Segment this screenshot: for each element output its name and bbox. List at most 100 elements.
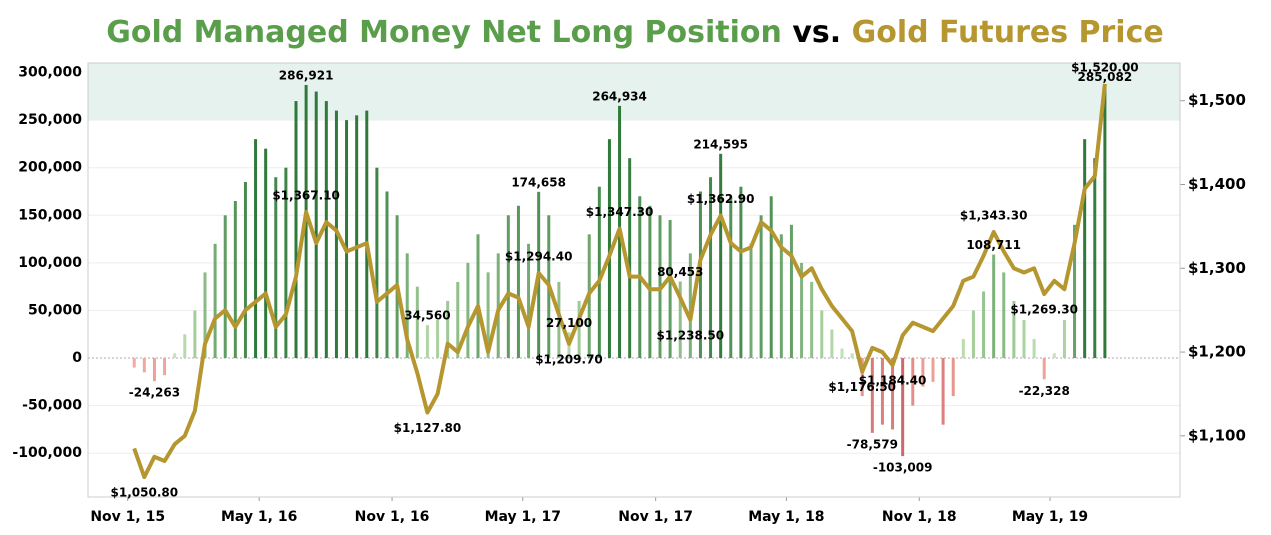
bar: [1103, 86, 1107, 359]
bar-value-label: 34,560: [404, 309, 450, 323]
bar: [456, 281, 460, 359]
bar: [355, 115, 359, 359]
y-tick-label: 0: [72, 350, 82, 366]
price-value-label: $1,184.40: [859, 374, 927, 388]
bar: [152, 358, 156, 382]
bar: [173, 353, 177, 359]
bar: [274, 177, 278, 359]
title-part: Gold Futures Price: [852, 15, 1164, 50]
bar: [891, 358, 895, 430]
bar-value-label: 108,711: [966, 238, 1021, 252]
bar: [719, 153, 723, 359]
bar: [921, 358, 925, 387]
bar: [284, 167, 288, 359]
bar: [243, 181, 247, 359]
bar: [1062, 319, 1066, 359]
bar-value-label: 27,100: [546, 316, 592, 330]
x-tick-label: May 1, 19: [1012, 509, 1088, 525]
bar: [1073, 224, 1077, 359]
bar-value-label: 286,921: [279, 68, 334, 82]
bar: [1032, 339, 1036, 359]
y-tick-label: 300,000: [18, 65, 82, 81]
bar: [789, 224, 793, 359]
price-value-label: $1,050.80: [111, 486, 179, 500]
price-line: [132, 83, 1107, 480]
bar: [597, 186, 601, 359]
x-tick-label: Nov 1, 18: [882, 509, 957, 525]
bar: [870, 358, 874, 433]
bar-value-label: -22,328: [1019, 384, 1070, 398]
bar: [415, 286, 419, 359]
bar: [486, 272, 490, 359]
price-value-label: $1,362.90: [687, 192, 755, 206]
bar: [476, 234, 480, 359]
bar: [961, 339, 965, 359]
bar: [971, 310, 975, 359]
bar: [951, 358, 955, 397]
price-value-label: $1,127.80: [394, 421, 462, 435]
bar: [132, 358, 136, 368]
bar: [931, 358, 935, 382]
y-tick-label: 250,000: [18, 112, 82, 128]
bar: [577, 300, 581, 359]
bar-value-label: -78,579: [847, 437, 898, 451]
bar: [668, 220, 672, 359]
bar: [607, 139, 611, 359]
x-tick-label: May 1, 17: [485, 509, 561, 525]
y2-tick-label: $1,100: [1188, 426, 1246, 444]
price-value-label: $1,520.00: [1071, 60, 1139, 74]
bar: [739, 186, 743, 359]
bar: [163, 358, 167, 376]
bar-value-label: -24,263: [129, 386, 180, 400]
bar: [345, 120, 349, 359]
bar: [466, 262, 470, 359]
bar: [1022, 319, 1026, 359]
bar: [496, 253, 500, 359]
bar: [709, 177, 713, 359]
bar: [992, 254, 996, 359]
bar: [678, 281, 682, 359]
bar: [1012, 300, 1016, 359]
bar: [223, 215, 227, 359]
bar: [810, 281, 814, 359]
bar: [911, 358, 915, 406]
price-value-label: $1,269.30: [1010, 302, 1078, 316]
x-tick-label: Nov 1, 15: [90, 509, 165, 525]
x-tick-label: May 1, 16: [221, 509, 297, 525]
bar: [1002, 272, 1006, 359]
y2-tick-label: $1,500: [1188, 91, 1246, 109]
price-value-label: $1,209.70: [535, 352, 603, 366]
bar: [365, 110, 369, 359]
bar-value-label: 174,658: [511, 175, 566, 189]
bar: [830, 329, 834, 359]
bar: [1083, 139, 1087, 359]
price-value-label: $1,367.10: [272, 189, 340, 203]
price-value-label: $1,347.30: [586, 205, 654, 219]
bar: [749, 243, 753, 359]
x-tick-label: Nov 1, 16: [355, 509, 430, 525]
bar: [385, 191, 389, 359]
bar: [850, 353, 854, 359]
bar: [405, 253, 409, 359]
bar: [648, 205, 652, 359]
bar: [294, 101, 298, 359]
y2-tick-label: $1,200: [1188, 343, 1246, 361]
bar: [425, 325, 429, 359]
bar: [213, 243, 217, 359]
bar: [860, 358, 864, 397]
y-tick-label: 150,000: [18, 207, 82, 223]
bar: [446, 300, 450, 359]
bar: [769, 196, 773, 359]
bar: [1042, 358, 1046, 380]
y-tick-label: 100,000: [18, 255, 82, 271]
price-value-label: $1,294.40: [505, 249, 573, 263]
bar: [820, 310, 824, 359]
bar: [901, 358, 905, 457]
bar: [324, 101, 328, 359]
bar: [982, 291, 986, 359]
bar: [375, 167, 379, 359]
bar: [183, 334, 187, 359]
bar-value-label: 214,595: [693, 137, 748, 151]
price-value-label: $1,238.50: [657, 328, 725, 342]
